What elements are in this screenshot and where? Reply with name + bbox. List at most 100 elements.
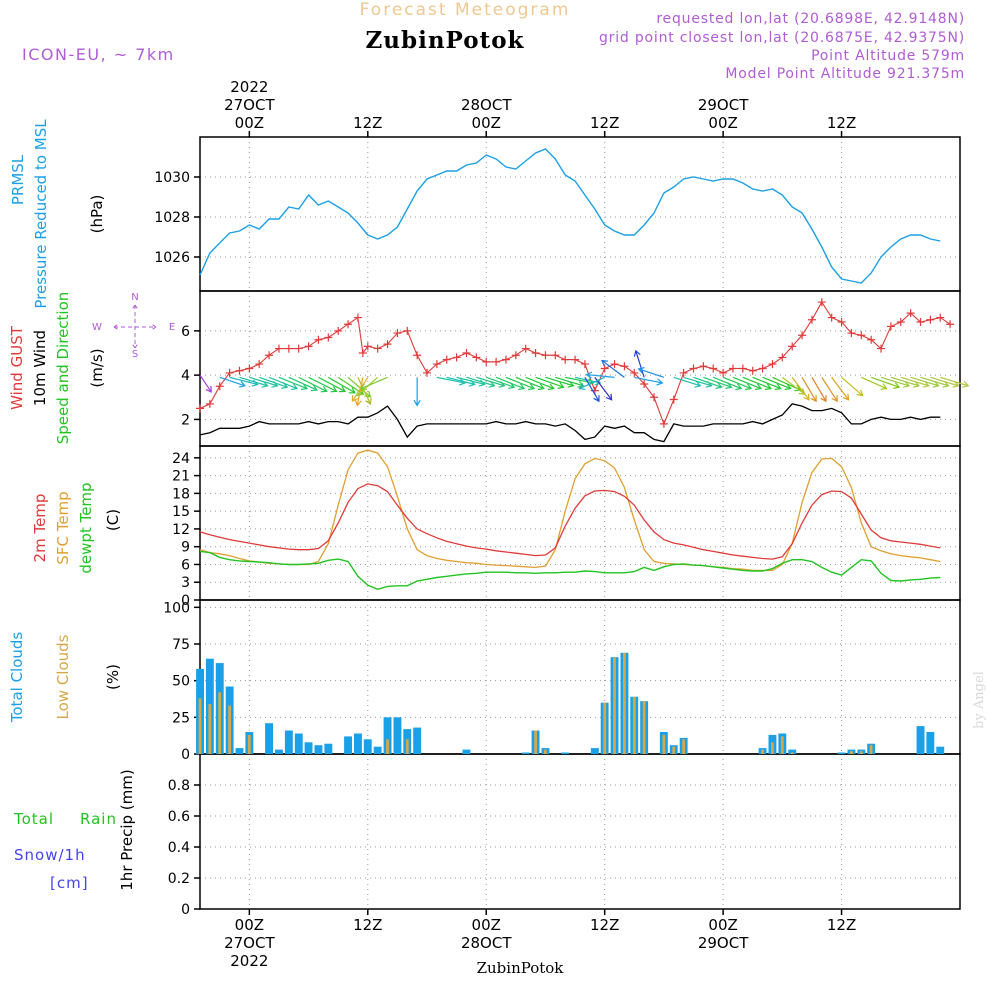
low-clouds-bar [208,704,212,754]
wind-direction-vector [356,377,364,406]
wind-direction-vector [446,376,475,385]
wind-gust-marker [679,368,688,377]
wind-gust-marker [482,357,491,366]
wind-vector-head [547,383,555,391]
total-clouds-bar [363,739,372,754]
total-clouds-bar [373,746,382,754]
wind-vector-head [962,380,970,388]
wind-gust-marker [541,351,550,360]
wind-vector-head [413,399,421,407]
wind-direction-vector [831,376,849,401]
wind-vector-head [803,393,810,401]
wind-direction-vector [436,376,466,384]
y-tick-label: 1026 [154,250,190,266]
y-tick-label: 0 [181,747,190,763]
wind-unit-label: (m/s) [88,348,106,387]
top-tick-label: 12Z [827,114,856,132]
wind-direction-vector [752,376,781,390]
wind-gust-marker [472,353,481,362]
wind-gust-marker [462,349,471,357]
low-clouds-bar [850,751,853,754]
wind-gust-marker [620,362,629,371]
wind-direction-vector [722,376,752,390]
total-clouds-bar [936,746,945,754]
wind-gust-marker [807,315,816,324]
wind-direction-vector [318,376,346,392]
footer-location: ZubinPotok [477,959,565,977]
wind-direction-vector [940,376,969,387]
wind-direction-vector [742,376,772,390]
wind-direction-vector [713,376,742,390]
wind-gust-marker [432,360,441,369]
wind-direction-vector [579,376,605,390]
wind-vector-head [320,385,328,393]
wind-vector-head [605,393,613,401]
wind-direction-vector [811,377,827,402]
wind-vector-head [637,367,645,374]
wind-vector-head [593,395,600,403]
wind-gust-marker [284,344,293,353]
wind-vector-head [880,383,888,390]
wind-gust-marker [926,315,935,324]
top-tick-label: 00Z [235,114,264,132]
panel-frame [199,445,961,601]
y-tick-label: 4 [181,368,190,384]
y-tick-label: 24 [172,451,190,467]
top-date-label: 2022 [230,78,268,96]
wind-gust-marker [423,368,432,377]
wind-direction-vector [239,376,268,387]
total-clouds-bar [284,730,293,754]
y-tick-label: 3 [181,575,190,591]
snow-unit-label: [cm] [50,874,89,892]
y-tick-label: 25 [172,710,190,726]
wind-vector-head [601,359,609,367]
compass-west: W [92,322,102,333]
wind-gust-marker [571,355,580,364]
wind-direction-vector [890,376,920,387]
wind-direction-vector [791,376,810,401]
wind-gust-marker [738,364,747,373]
wind-direction-vector [268,376,298,390]
wind-direction-vector [920,376,949,387]
top-tick-label: 12Z [590,114,619,132]
wind-gust-marker [906,309,915,318]
wind-direction-vector [762,376,791,390]
wind-vector-head [291,383,299,391]
wind-direction-vector [638,368,665,378]
wind-gust-marker [659,419,668,428]
wind-gust-marker [847,329,856,338]
wind-gust-marker [403,326,412,335]
pressure-line [199,148,941,284]
model-altitude: Model Point Altitude 921.375m [725,66,965,82]
y-tick-label: 9 [181,540,190,556]
wind-speed-line [199,403,941,443]
y-tick-label: 6 [181,557,190,573]
wind-gust-marker [294,344,303,353]
total-clouds-bar [304,742,313,754]
y-tick-label: 15 [172,504,190,520]
wind-vector-head [585,371,593,379]
wind-vector-head [903,380,911,388]
wind-vector-head [354,399,362,407]
wind-gust-marker [758,364,767,373]
wind-gust-marker [225,368,234,377]
wind-gust-marker [788,342,797,351]
wind-gust-marker [501,355,510,364]
compass-east: E [169,322,175,333]
wind-vector-head [912,380,921,388]
top-date-label: 29OCT [698,96,749,114]
wind-vector-head [856,389,864,397]
wind-direction-vector [586,373,615,378]
wind-vector-head [300,383,309,391]
wind-direction-axis-label: Speed and Direction [54,292,72,445]
compass-south: S [132,349,138,360]
compass-rose-icon [113,304,157,349]
total-clouds-bar [521,752,530,754]
wind-vector-head [355,389,363,397]
y-tick-label: 1030 [154,170,190,186]
wind-direction-vector [703,376,732,388]
wind-speed-axis-label: 10m Wind [31,330,49,406]
sfc-temp-line [199,449,941,572]
bottom-date-label: 28OCT [461,934,512,952]
wind-direction-vector [801,377,817,402]
